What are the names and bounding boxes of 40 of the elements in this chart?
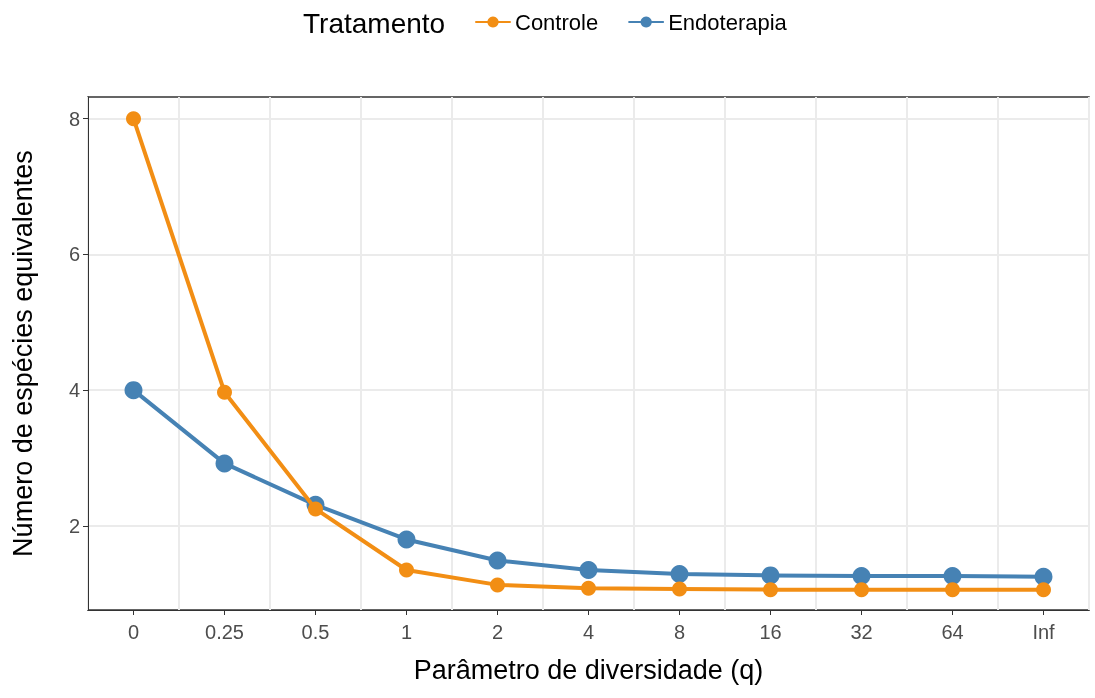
- x-tick-label: 16: [759, 621, 782, 643]
- x-tick-label: 32: [850, 621, 873, 643]
- y-tick-label: 6: [68, 243, 80, 266]
- point: [670, 565, 689, 584]
- point: [124, 381, 143, 400]
- point: [763, 582, 778, 598]
- legend-title: Tratamento: [303, 7, 446, 39]
- point: [761, 566, 780, 585]
- point: [1036, 582, 1051, 598]
- x-tick-label: Inf: [1032, 621, 1056, 643]
- point: [308, 501, 323, 517]
- point: [215, 454, 234, 473]
- x-tick-label: 8: [673, 621, 686, 643]
- point: [581, 580, 596, 596]
- point: [399, 562, 414, 578]
- x-tick-label: 2: [491, 621, 504, 643]
- x-tick-label: 0.5: [301, 621, 330, 643]
- point: [854, 582, 869, 598]
- point: [488, 551, 507, 570]
- legend-label: Endoterapia: [668, 9, 788, 35]
- point: [852, 567, 871, 586]
- x-tick-label: 0.25: [205, 621, 244, 643]
- y-tick-label: 4: [68, 379, 80, 402]
- point: [126, 111, 141, 127]
- y-tick-label: 2: [68, 514, 80, 537]
- x-tick-label: 4: [582, 621, 595, 643]
- x-tick-label: 1: [400, 621, 413, 643]
- point: [490, 577, 505, 593]
- point: [943, 567, 962, 586]
- legend-label: Controle: [515, 9, 599, 35]
- point: [579, 560, 598, 579]
- x-tick-label: 64: [941, 621, 964, 643]
- y-tick-label: 8: [68, 107, 80, 130]
- x-tick-label: 0: [127, 621, 140, 643]
- point: [217, 384, 232, 400]
- x-axis-title: Parâmetro de diversidade (q): [413, 654, 764, 685]
- point: [945, 582, 960, 598]
- y-axis-title: Número de espécies equivalentes: [7, 150, 38, 557]
- point: [672, 581, 687, 597]
- point: [397, 530, 416, 549]
